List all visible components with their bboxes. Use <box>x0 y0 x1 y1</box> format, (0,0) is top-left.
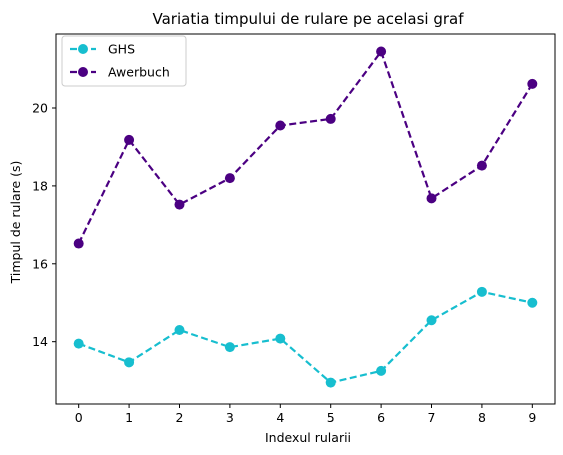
data-point <box>73 338 84 349</box>
data-point <box>224 173 235 184</box>
data-point <box>376 365 387 376</box>
x-tick-label: 1 <box>125 410 133 425</box>
y-axis-ticks: 14 16 18 20 <box>32 101 56 349</box>
x-tick-label: 0 <box>75 410 83 425</box>
y-tick-label: 18 <box>32 178 48 193</box>
x-axis-ticks: 0 1 2 3 4 5 6 7 8 9 <box>75 404 536 425</box>
data-point <box>527 297 538 308</box>
y-axis-label: Timpul de rulare (s) <box>8 161 23 285</box>
data-point <box>174 325 185 335</box>
legend-label-awerbuch: Awerbuch <box>108 65 170 80</box>
x-tick-label: 3 <box>226 410 234 425</box>
legend-swatch-marker <box>78 67 88 77</box>
data-point <box>275 333 286 344</box>
data-point <box>476 286 487 297</box>
x-tick-label: 2 <box>176 410 184 425</box>
data-point <box>73 238 84 249</box>
legend: GHS Awerbuch <box>61 35 187 87</box>
data-point <box>275 120 286 131</box>
plot-series <box>73 46 538 388</box>
y-tick-label: 16 <box>32 256 48 271</box>
data-point <box>224 342 235 353</box>
legend-label-ghs: GHS <box>108 42 135 57</box>
plot-area-frame <box>55 33 556 405</box>
x-tick-label: 8 <box>478 410 486 425</box>
data-point <box>527 78 538 89</box>
data-point <box>174 199 185 210</box>
data-point <box>476 160 487 171</box>
series-line <box>78 290 533 384</box>
x-tick-label: 6 <box>377 410 385 425</box>
x-tick-label: 4 <box>276 410 284 425</box>
x-axis-label: Indexul rularii <box>265 430 351 445</box>
series-ghs <box>73 286 538 388</box>
legend-entry-ghs: GHS <box>70 42 135 57</box>
data-point <box>124 134 135 145</box>
legend-swatch-marker <box>78 44 88 54</box>
data-point <box>426 193 437 204</box>
series-line <box>77 49 534 245</box>
data-point <box>124 357 135 368</box>
x-tick-label: 9 <box>528 410 536 425</box>
data-point <box>426 315 437 326</box>
y-tick-label: 20 <box>32 101 48 116</box>
legend-entry-awerbuch: Awerbuch <box>70 65 170 80</box>
x-tick-label: 5 <box>327 410 335 425</box>
x-tick-label: 7 <box>428 410 436 425</box>
data-point <box>325 113 336 124</box>
series-awerbuch <box>73 46 538 249</box>
data-point <box>376 46 387 57</box>
chart-title: Variatia timpului de rulare pe acelasi g… <box>153 10 465 28</box>
data-point <box>325 377 336 388</box>
y-tick-label: 14 <box>32 334 48 349</box>
